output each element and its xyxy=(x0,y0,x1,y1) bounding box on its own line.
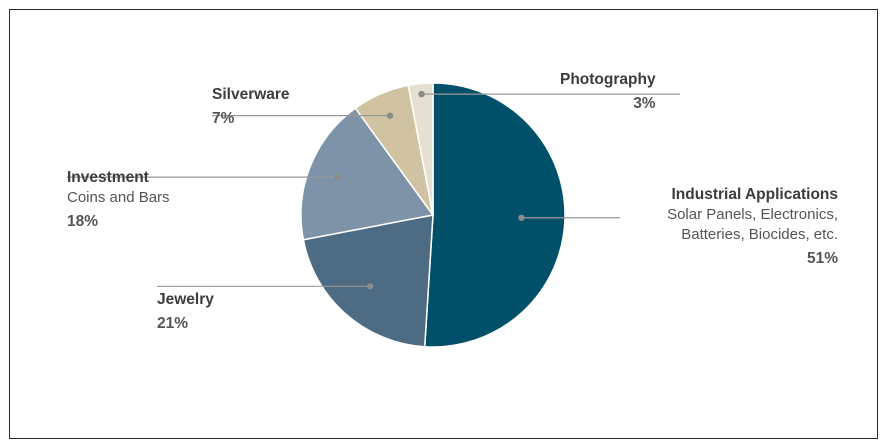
chart-frame xyxy=(9,9,878,439)
label-investment: Investment Coins and Bars 18% xyxy=(67,168,170,232)
leader-dot-photography xyxy=(418,90,425,98)
leader-dot-silverware xyxy=(386,112,394,119)
industrial-name: Industrial Applications xyxy=(671,186,839,203)
photography-name: Photography xyxy=(560,71,656,88)
investment-name: Investment xyxy=(67,169,149,186)
leader-dot-industrial-applications xyxy=(518,214,525,221)
leader-dot-investment xyxy=(334,173,341,181)
silverware-name: Silverware xyxy=(212,86,290,103)
industrial-sub: Solar Panels, Electronics, xyxy=(667,206,838,223)
pie-slice-industrial-applications xyxy=(423,82,566,348)
photography-pct: 3% xyxy=(633,95,656,112)
investment-pct: 18% xyxy=(67,213,99,230)
industrial-sub2: Batteries, Biocides, etc. xyxy=(681,226,838,243)
label-photography: Photography 3% xyxy=(560,70,656,114)
jewelry-pct: 21% xyxy=(157,315,189,332)
leader-dot-jewelry xyxy=(366,283,374,290)
label-silverware: Silverware 7% xyxy=(212,85,290,129)
pie-slice-jewelry xyxy=(302,214,434,348)
pie-slice-photography xyxy=(407,82,434,216)
label-industrial: Industrial Applications Solar Panels, El… xyxy=(620,185,838,269)
silverware-pct: 7% xyxy=(212,110,235,127)
jewelry-name: Jewelry xyxy=(157,291,214,308)
industrial-pct: 51% xyxy=(806,250,838,267)
investment-sub: Coins and Bars xyxy=(67,189,170,206)
label-jewelry: Jewelry 21% xyxy=(157,290,214,334)
